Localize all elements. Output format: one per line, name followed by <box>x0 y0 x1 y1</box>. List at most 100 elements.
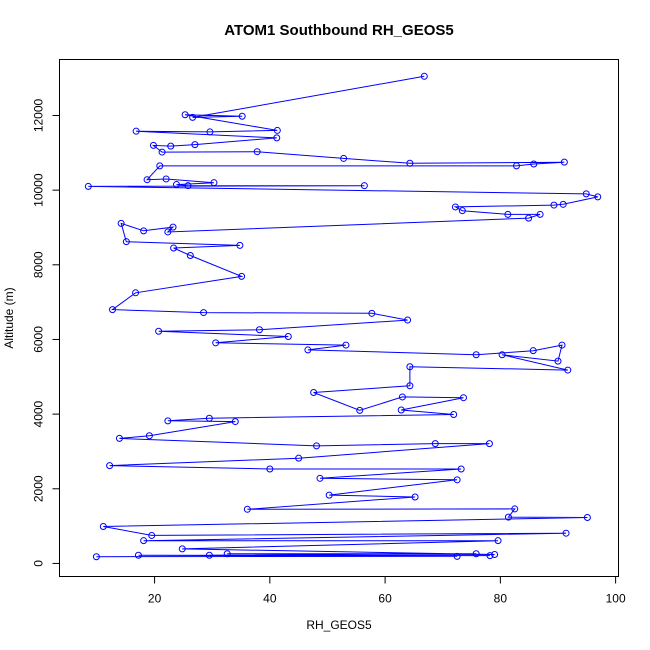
data-point <box>562 529 570 537</box>
x-axis-label: RH_GEOS5 <box>306 618 372 632</box>
data-point <box>504 210 512 218</box>
y-tick-label: 0 <box>32 560 46 567</box>
data-point <box>273 134 281 142</box>
data-point <box>158 148 166 156</box>
data-point <box>170 244 178 252</box>
data-point <box>132 127 140 135</box>
data-point <box>99 522 107 530</box>
data-point <box>325 491 333 499</box>
data-point <box>511 505 519 513</box>
data-point <box>498 351 506 359</box>
data-point <box>122 238 130 246</box>
chart-title: ATOM1 Southbound RH_GEOS5 <box>224 22 453 39</box>
data-point <box>255 326 263 334</box>
y-axis-label: Altitude (m) <box>2 287 16 348</box>
data-point <box>406 159 414 167</box>
data-point <box>420 72 428 80</box>
data-point <box>92 553 100 561</box>
data-point <box>191 141 199 149</box>
data-point <box>406 363 414 371</box>
data-point <box>184 182 192 190</box>
series-layer <box>84 72 602 561</box>
data-point <box>360 182 368 190</box>
data-point <box>457 465 465 473</box>
data-point <box>594 193 602 201</box>
x-tick-label: 100 <box>606 592 626 606</box>
data-point <box>212 339 220 347</box>
data-point <box>550 201 558 209</box>
data-point <box>529 347 537 355</box>
plot-frame <box>59 59 619 577</box>
data-point <box>453 552 461 560</box>
data-point <box>431 440 439 448</box>
data-point <box>368 309 376 317</box>
data-point <box>206 128 214 136</box>
data-point <box>472 550 480 558</box>
data-point <box>156 162 164 170</box>
data-point <box>411 493 419 501</box>
data-point <box>564 366 572 374</box>
data-point <box>310 388 318 396</box>
data-point <box>117 219 125 227</box>
data-point <box>558 341 566 349</box>
data-point <box>143 176 151 184</box>
data-point <box>450 410 458 418</box>
x-tick-label: 40 <box>263 592 277 606</box>
data-point <box>342 341 350 349</box>
data-point <box>404 316 412 324</box>
data-point <box>530 160 538 168</box>
data-point <box>109 306 117 314</box>
data-point <box>155 327 163 335</box>
x-axis: 20 40 60 80 100 <box>148 576 626 606</box>
data-point <box>459 394 467 402</box>
y-tick-label: 12000 <box>32 98 46 132</box>
data-point <box>231 418 239 426</box>
y-tick-label: 2000 <box>32 475 46 502</box>
y-tick-label: 4000 <box>32 400 46 427</box>
data-point <box>451 203 459 211</box>
series-line <box>88 75 598 558</box>
x-tick-label: 20 <box>148 592 162 606</box>
data-point <box>583 514 591 522</box>
data-point <box>164 417 172 425</box>
data-point <box>145 432 153 440</box>
data-point <box>169 223 177 231</box>
data-point <box>84 182 92 190</box>
y-tick-label: 10000 <box>32 173 46 207</box>
x-tick-label: 80 <box>494 592 508 606</box>
data-point <box>236 241 244 249</box>
data-point <box>458 207 466 215</box>
data-point <box>164 228 172 236</box>
data-point <box>494 537 502 545</box>
data-point <box>205 551 213 559</box>
y-axis: 0 2000 4000 6000 8000 10000 12000 <box>32 98 60 567</box>
data-point <box>536 210 544 218</box>
data-point <box>200 309 208 317</box>
data-point <box>210 179 218 187</box>
data-point <box>316 474 324 482</box>
data-point <box>134 551 142 559</box>
data-point <box>273 126 281 134</box>
data-point <box>115 434 123 442</box>
data-point <box>295 454 303 462</box>
data-point <box>205 414 213 422</box>
data-point <box>340 154 348 162</box>
data-point <box>313 442 321 450</box>
data-point <box>485 440 493 448</box>
data-point <box>398 393 406 401</box>
data-point <box>223 550 231 558</box>
data-point <box>491 550 499 558</box>
data-point <box>472 351 480 359</box>
data-point <box>304 346 312 354</box>
data-point <box>397 406 405 414</box>
data-point <box>186 251 194 259</box>
data-point <box>559 200 567 208</box>
data-point <box>453 476 461 484</box>
data-point <box>253 148 261 156</box>
data-point <box>106 462 114 470</box>
y-tick-label: 8000 <box>32 251 46 278</box>
data-point <box>172 181 180 189</box>
data-point <box>181 111 189 119</box>
y-tick-label: 6000 <box>32 326 46 353</box>
